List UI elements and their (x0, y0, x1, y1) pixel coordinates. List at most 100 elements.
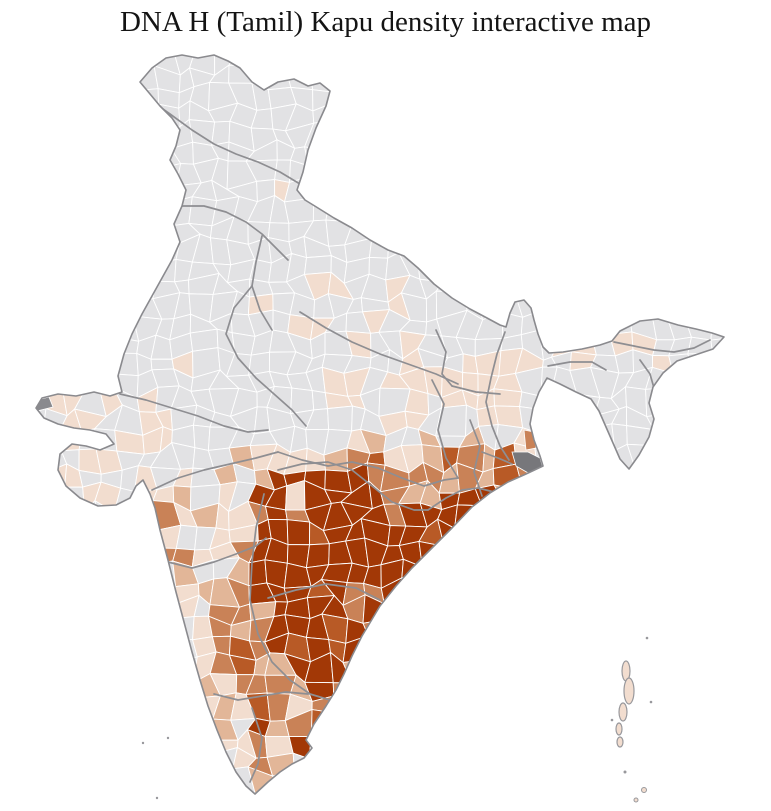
district-cell[interactable] (20, 255, 50, 284)
district-cell[interactable] (530, 473, 555, 487)
district-cell[interactable] (439, 689, 468, 720)
district-cell[interactable] (626, 259, 656, 280)
district-cell[interactable] (462, 275, 480, 295)
district-cell[interactable] (132, 578, 159, 598)
district-cell[interactable] (722, 313, 752, 341)
district-cell[interactable] (438, 254, 467, 285)
district-cell[interactable] (417, 162, 443, 187)
district-cell[interactable] (438, 671, 468, 700)
district-cell[interactable] (575, 122, 597, 145)
district-cell[interactable] (552, 559, 581, 586)
district-cell[interactable] (23, 518, 50, 544)
district-cell[interactable] (706, 729, 730, 753)
district-cell[interactable] (59, 567, 81, 588)
district-cell[interactable] (478, 621, 506, 636)
district-cell[interactable] (416, 617, 439, 642)
district-cell[interactable] (649, 710, 667, 735)
district-cell[interactable] (64, 316, 81, 341)
district-cell[interactable] (707, 575, 726, 605)
district-cell[interactable] (722, 462, 747, 494)
district-cell[interactable] (625, 541, 649, 569)
district-cell[interactable] (631, 120, 650, 149)
district-cell[interactable] (606, 483, 633, 510)
district-cell[interactable] (460, 176, 486, 206)
district-cell[interactable] (340, 159, 364, 185)
district-cell[interactable] (551, 634, 579, 666)
district-cell[interactable] (192, 424, 211, 452)
district-cell[interactable] (58, 614, 88, 643)
district-cell[interactable] (95, 337, 123, 360)
district-cell[interactable] (455, 718, 484, 739)
district-cell[interactable] (302, 770, 330, 795)
district-cell[interactable] (79, 64, 106, 87)
district-cell[interactable] (114, 107, 143, 131)
district-cell[interactable] (454, 527, 482, 551)
district-cell[interactable] (701, 632, 730, 662)
district-cell[interactable] (439, 214, 468, 247)
district-cell[interactable] (550, 107, 580, 133)
district-cell[interactable] (549, 539, 581, 569)
district-cell[interactable] (514, 727, 538, 754)
district-cell[interactable] (367, 678, 392, 703)
district-cell[interactable] (606, 470, 637, 489)
district-cell[interactable] (58, 347, 81, 378)
district-cell[interactable] (453, 615, 484, 643)
district-cell[interactable] (596, 766, 614, 795)
district-cell[interactable] (438, 239, 468, 256)
district-cell[interactable] (632, 727, 653, 758)
district-cell[interactable] (531, 484, 561, 509)
district-cell[interactable] (367, 635, 390, 662)
district-cell[interactable] (608, 278, 637, 301)
district-cell[interactable] (670, 485, 690, 505)
district-cell[interactable] (574, 565, 598, 586)
district-cell[interactable] (627, 633, 657, 659)
district-cell[interactable] (647, 120, 667, 146)
district-cell[interactable] (652, 465, 673, 487)
district-cell[interactable] (647, 632, 673, 660)
district-cell[interactable] (606, 119, 635, 149)
district-cell[interactable] (24, 69, 49, 93)
district-cell[interactable] (504, 595, 517, 625)
district-cell[interactable] (285, 784, 307, 806)
district-cell[interactable] (437, 786, 461, 811)
district-cell[interactable] (36, 258, 62, 284)
district-cell[interactable] (190, 712, 214, 741)
district-cell[interactable] (153, 655, 181, 683)
district-cell[interactable] (474, 746, 502, 778)
district-cell[interactable] (37, 792, 68, 811)
district-cell[interactable] (534, 394, 558, 414)
district-cell[interactable] (499, 256, 525, 281)
district-cell[interactable] (305, 51, 328, 69)
district-cell[interactable] (723, 368, 745, 395)
district-cell[interactable] (731, 539, 747, 569)
district-cell[interactable] (609, 198, 635, 227)
district-cell[interactable] (113, 765, 136, 789)
district-cell[interactable] (435, 46, 463, 74)
district-cell[interactable] (594, 503, 617, 523)
district-cell[interactable] (116, 669, 145, 700)
district-cell[interactable] (591, 650, 619, 680)
district-cell[interactable] (347, 732, 366, 757)
district-cell[interactable] (567, 650, 595, 681)
district-cell[interactable] (708, 698, 732, 722)
district-cell[interactable] (731, 520, 745, 544)
district-cell[interactable] (28, 351, 51, 379)
district-cell[interactable] (644, 139, 668, 165)
district-cell[interactable] (644, 157, 670, 187)
district-cell[interactable] (655, 82, 674, 113)
district-cell[interactable] (705, 563, 732, 584)
district-cell[interactable] (664, 768, 694, 793)
district-cell[interactable] (75, 297, 103, 318)
district-cell[interactable] (383, 104, 405, 132)
district-cell[interactable] (462, 254, 485, 285)
district-cell[interactable] (402, 87, 420, 107)
district-cell[interactable] (646, 200, 673, 228)
district-cell[interactable] (499, 583, 517, 601)
district-cell[interactable] (422, 199, 447, 222)
district-cell[interactable] (706, 178, 734, 203)
district-cell[interactable] (139, 736, 152, 754)
district-cell[interactable] (434, 574, 462, 600)
district-cell[interactable] (58, 654, 85, 682)
district-cell[interactable] (45, 676, 69, 701)
district-cell[interactable] (454, 770, 478, 796)
